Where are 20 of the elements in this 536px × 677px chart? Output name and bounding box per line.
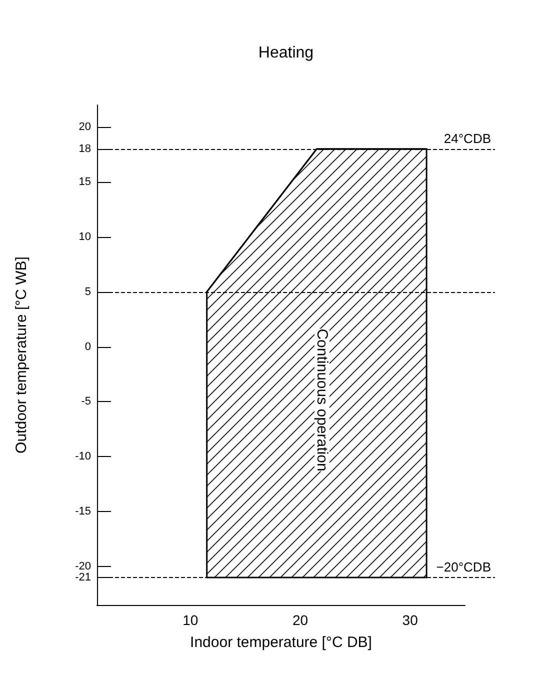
x-tick-label: 20: [292, 612, 308, 628]
y-tick-label: 5: [84, 286, 91, 298]
x-axis-title: Indoor temperature [°C DB]: [190, 634, 372, 651]
x-tick-label: 30: [402, 612, 418, 628]
y-tick-label: -20: [75, 560, 91, 573]
ref-line-label: 24°CDB: [444, 130, 491, 146]
y-tick-label: -21: [75, 572, 91, 584]
y-tick-label: 20: [78, 120, 91, 133]
y-tick-label: 18: [78, 142, 91, 155]
y-tick-label: 10: [78, 230, 91, 243]
y-axis-title: Outdoor temperature [°C WB]: [13, 256, 30, 454]
annotation: Continuous operation: [314, 328, 330, 472]
y-tick-label: 0: [84, 340, 91, 353]
y-tick-label: -10: [75, 450, 91, 463]
x-tick-label: 10: [182, 612, 198, 628]
y-tick-label: 15: [78, 176, 91, 188]
chart-title: Heating: [258, 44, 314, 62]
ref-line-label: −20°CDB: [436, 560, 491, 575]
y-tick-label: -5: [81, 396, 91, 408]
y-tick-label: -15: [75, 506, 91, 518]
